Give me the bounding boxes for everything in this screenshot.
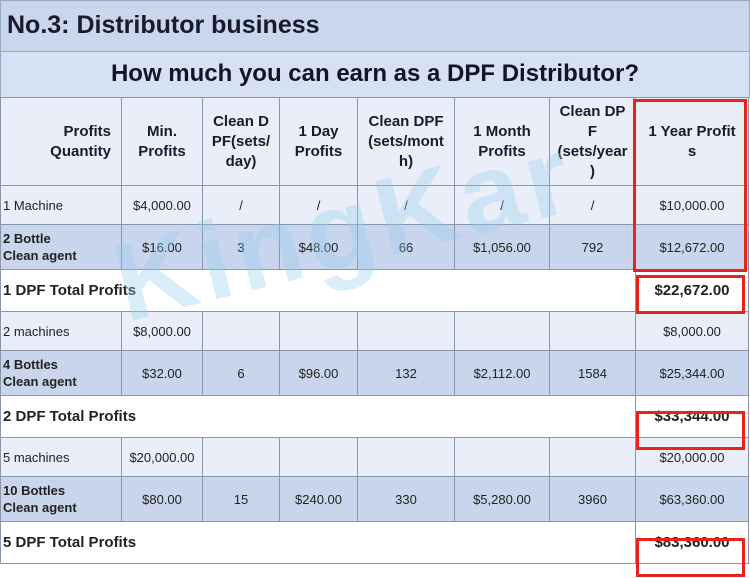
total-row: 1 DPF Total Profits $22,672.00 xyxy=(0,269,749,312)
table-cell: $63,360.00 xyxy=(635,476,749,522)
table-cell: $20,000.00 xyxy=(635,437,749,477)
table-cell: $96.00 xyxy=(279,350,358,396)
table-cell xyxy=(357,311,455,351)
table-cell: $1,056.00 xyxy=(454,224,550,270)
column-header: Clean DPF (sets/mont h) xyxy=(357,97,455,186)
table-cell xyxy=(279,437,358,477)
table-cell: $10,000.00 xyxy=(635,185,749,225)
table-cell: $240.00 xyxy=(279,476,358,522)
table-cell xyxy=(202,437,280,477)
table-cell: $25,344.00 xyxy=(635,350,749,396)
page-title: No.3: Distributor business xyxy=(7,11,320,39)
column-header: 1 Year Profit s xyxy=(635,97,749,186)
table-cell xyxy=(357,437,455,477)
table-cell xyxy=(454,437,550,477)
total-label: 1 DPF Total Profits xyxy=(0,269,636,312)
column-header: 1 Day Profits xyxy=(279,97,358,186)
table-row: 2 machines $8,000.00 $8,000.00 xyxy=(0,311,749,351)
table-cell: / xyxy=(279,185,358,225)
table-cell: $12,672.00 xyxy=(635,224,749,270)
row-label: 1 Machine xyxy=(0,185,122,225)
table-cell: 132 xyxy=(357,350,455,396)
total-label: 2 DPF Total Profits xyxy=(0,395,636,438)
header-row: Profits Quantity Min. Profits Clean D PF(sets… xyxy=(0,97,749,186)
table-cell: / xyxy=(202,185,280,225)
table-cell: 66 xyxy=(357,224,455,270)
total-row: 2 DPF Total Profits $33,344.00 xyxy=(0,395,749,438)
total-value: $33,344.00 xyxy=(635,395,749,438)
table-cell: 330 xyxy=(357,476,455,522)
table-cell: 3 xyxy=(202,224,280,270)
table-cell: $5,280.00 xyxy=(454,476,550,522)
table-row: 4 Bottles Clean agent $32.00 6 $96.00 132 $2,1… xyxy=(0,350,749,396)
table-cell: $8,000.00 xyxy=(635,311,749,351)
table-cell xyxy=(279,311,358,351)
table-cell xyxy=(202,311,280,351)
table-cell xyxy=(549,437,636,477)
row-label: 2 Bottle Clean agent xyxy=(0,224,122,270)
table-row: 2 Bottle Clean agent $16.00 3 $48.00 66 $1,056… xyxy=(0,224,749,270)
column-header: Profits Quantity xyxy=(0,97,122,186)
table-cell: 6 xyxy=(202,350,280,396)
row-label: 10 Bottles Clean agent xyxy=(0,476,122,522)
table-row: 5 machines $20,000.00 $20,000.00 xyxy=(0,437,749,477)
page-subtitle: How much you can earn as a DPF Distribut… xyxy=(110,60,640,87)
total-row: 5 DPF Total Profits $83,360.00 xyxy=(0,521,749,564)
table-cell: $4,000.00 xyxy=(121,185,203,225)
table-cell: $20,000.00 xyxy=(121,437,203,477)
table-cell: $80.00 xyxy=(121,476,203,522)
total-value: $83,360.00 xyxy=(635,521,749,564)
table-cell: $32.00 xyxy=(121,350,203,396)
table-cell: $48.00 xyxy=(279,224,358,270)
column-header: Clean D PF(sets/day) xyxy=(202,97,280,186)
profit-table: Profits Quantity Min. Profits Clean D PF(sets… xyxy=(0,97,749,564)
table-cell: 792 xyxy=(549,224,636,270)
table-cell: 1584 xyxy=(549,350,636,396)
row-label: 4 Bottles Clean agent xyxy=(0,350,122,396)
table-cell: / xyxy=(357,185,455,225)
table-cell: 3960 xyxy=(549,476,636,522)
column-header: 1 Month Profits xyxy=(454,97,550,186)
column-header: Min. Profits xyxy=(121,97,203,186)
table-cell: / xyxy=(454,185,550,225)
table-cell xyxy=(549,311,636,351)
row-label: 2 machines xyxy=(0,311,122,351)
table-cell: $2,112.00 xyxy=(454,350,550,396)
table-cell: 15 xyxy=(202,476,280,522)
table-cell: / xyxy=(549,185,636,225)
subtitle-bar: How much you can earn as a DPF Distribut… xyxy=(0,52,750,98)
title-bar: No.3: Distributor business xyxy=(0,0,750,52)
row-label: 5 machines xyxy=(0,437,122,477)
total-value: $22,672.00 xyxy=(635,269,749,312)
table-cell: $8,000.00 xyxy=(121,311,203,351)
column-header: Clean DP F (sets/year) xyxy=(549,97,636,186)
table-cell: $16.00 xyxy=(121,224,203,270)
table-row: 10 Bottles Clean agent $80.00 15 $240.00 330 $… xyxy=(0,476,749,522)
table-cell xyxy=(454,311,550,351)
table-row: 1 Machine $4,000.00// / / / $10,000.00 xyxy=(0,185,749,225)
total-label: 5 DPF Total Profits xyxy=(0,521,636,564)
